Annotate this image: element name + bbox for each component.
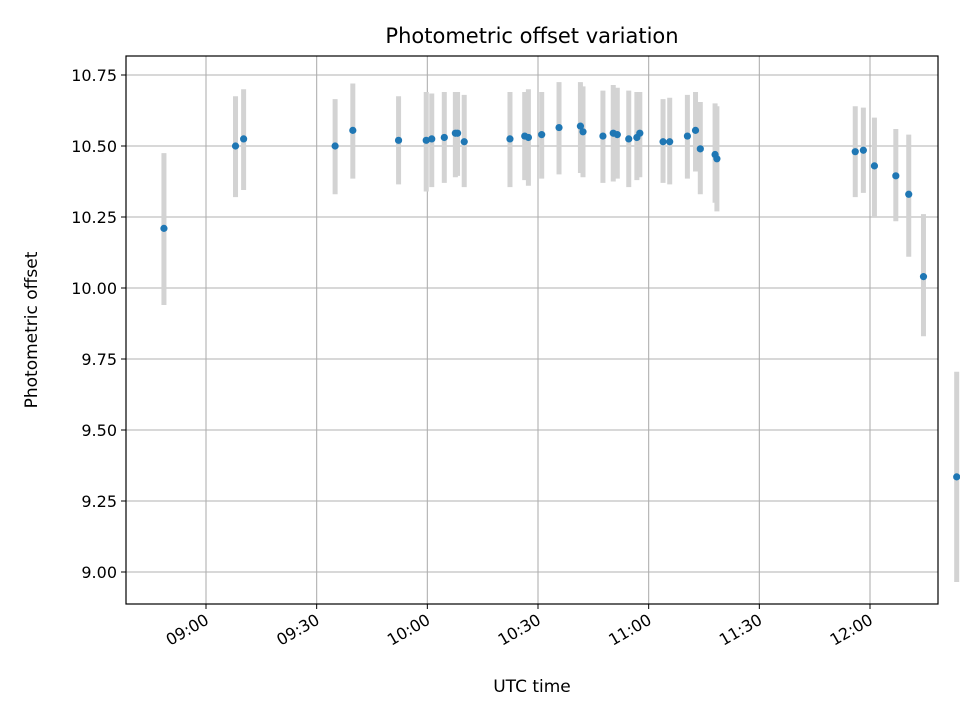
data-point	[422, 136, 430, 144]
data-point	[666, 138, 674, 146]
data-point	[636, 129, 644, 137]
y-axis-label: Photometric offset	[22, 251, 42, 408]
y-tick-label: 10.25	[71, 208, 117, 227]
axis-ticks	[121, 74, 871, 609]
data-point	[859, 146, 867, 154]
grid-lines	[126, 56, 938, 604]
data-point	[506, 135, 514, 143]
data-point	[231, 142, 240, 150]
data-point	[460, 138, 468, 146]
data-point	[428, 135, 436, 143]
y-tick-label: 9.00	[81, 563, 117, 582]
data-point	[160, 224, 168, 232]
x-axis-label: UTC time	[493, 677, 571, 697]
y-tick-label: 9.25	[81, 492, 117, 511]
data-point	[331, 142, 339, 150]
data-point	[240, 135, 248, 143]
y-tick-labels: 9.00 9.25 9.50 9.75 10.00 10.25 10.50 10.75	[71, 66, 117, 582]
data-point	[892, 172, 900, 180]
data-point	[659, 138, 667, 146]
chart-title: Photometric offset variation	[385, 24, 678, 48]
data-point	[555, 123, 563, 132]
data-point	[599, 132, 607, 140]
data-point	[870, 162, 879, 170]
data-point	[440, 133, 448, 142]
data-point	[625, 135, 633, 143]
data-point	[349, 126, 357, 134]
data-point	[394, 136, 403, 144]
data-point	[579, 128, 587, 136]
data-point	[953, 473, 960, 481]
data-point	[713, 155, 721, 163]
y-tick-label: 10.00	[71, 279, 117, 298]
data-point	[453, 129, 462, 137]
plot-frame	[125, 55, 939, 605]
y-tick-label: 9.50	[81, 421, 117, 440]
data-point	[524, 133, 533, 142]
data-point	[683, 132, 692, 140]
data-point	[919, 273, 928, 281]
data-point	[576, 122, 585, 130]
data-point	[905, 190, 913, 198]
y-tick-label: 10.50	[71, 137, 117, 156]
data-point	[696, 145, 704, 153]
data-points	[160, 122, 960, 481]
data-point	[613, 131, 621, 139]
y-tick-label: 9.75	[81, 350, 117, 369]
data-point	[691, 126, 700, 134]
data-point	[851, 148, 859, 156]
data-point	[538, 131, 546, 139]
y-tick-label: 10.75	[71, 66, 117, 85]
